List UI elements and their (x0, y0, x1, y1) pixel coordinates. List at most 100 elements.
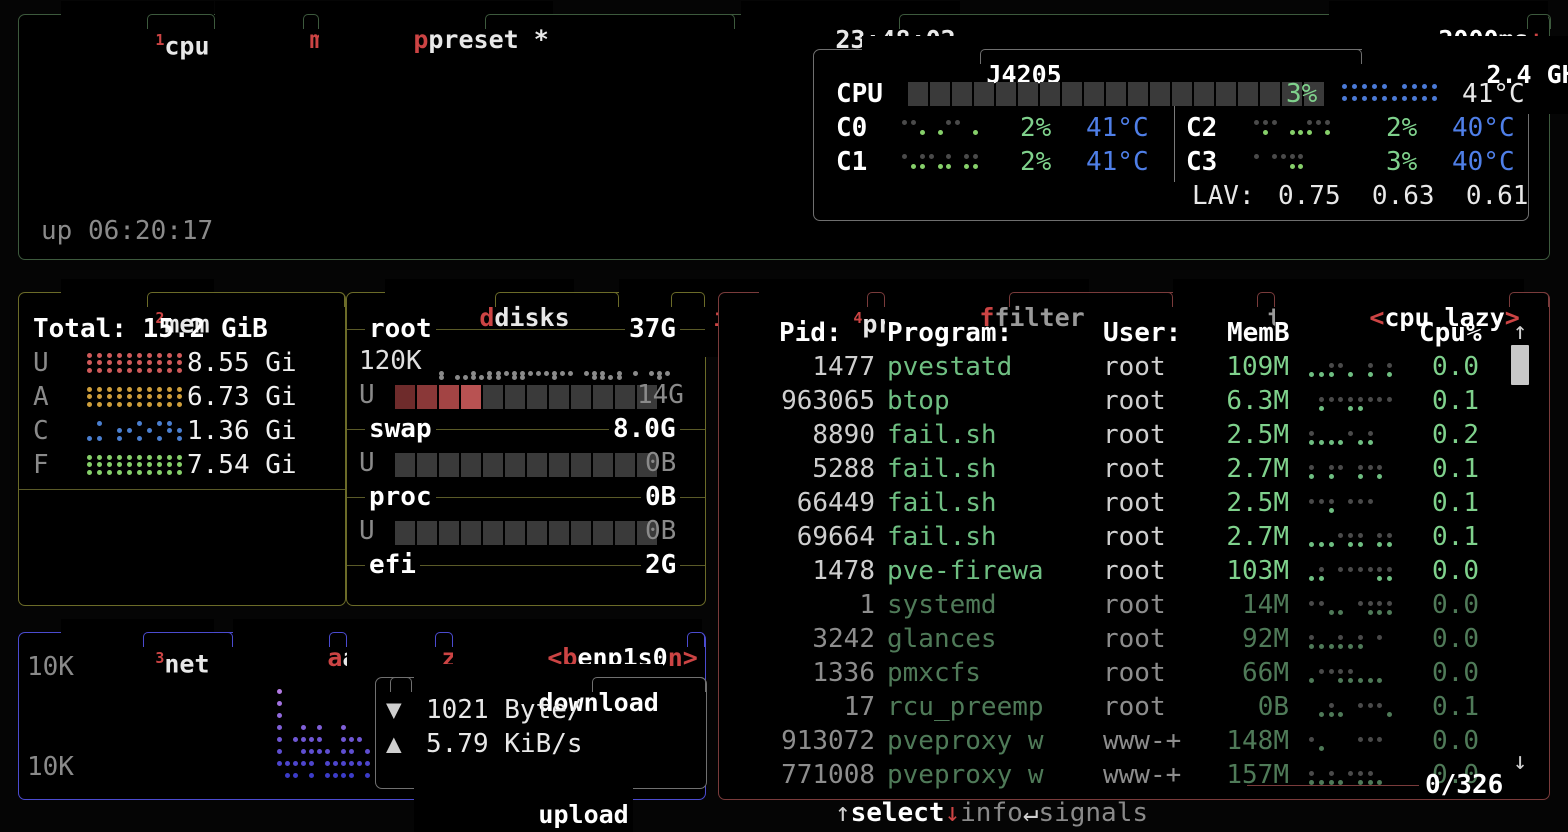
process-user[interactable]: root (1103, 386, 1166, 416)
process-memory[interactable]: 157M (1226, 760, 1289, 790)
process-cpu[interactable]: 0.1 (1432, 454, 1479, 484)
process-cpu[interactable]: 0.0 (1432, 658, 1479, 688)
process-pid[interactable]: 1 (859, 590, 875, 620)
process-cpu[interactable]: 0.0 (1432, 726, 1479, 756)
process-pid[interactable]: 963065 (781, 386, 875, 416)
net-iface-next-button[interactable]: n> (667, 643, 698, 672)
process-program[interactable]: btop (887, 386, 950, 416)
process-pid[interactable]: 8890 (812, 420, 875, 450)
process-user[interactable]: root (1103, 692, 1166, 722)
process-cpu[interactable]: 0.0 (1432, 760, 1479, 790)
process-program[interactable]: pve-firewa (887, 556, 1044, 586)
scroll-down-icon[interactable]: ↓ (1513, 747, 1528, 775)
footer-info-label[interactable]: info (960, 798, 1023, 828)
process-pid[interactable]: 913072 (781, 726, 875, 756)
process-memory[interactable]: 2.5M (1226, 420, 1289, 450)
process-pid[interactable]: 66449 (796, 488, 875, 518)
uptime-label: up 06:20:17 (41, 216, 214, 246)
process-cpu[interactable]: 0.1 (1432, 522, 1479, 552)
sort-next-button[interactable]: > (1504, 303, 1520, 332)
process-cpu[interactable]: 0.0 (1432, 556, 1479, 586)
process-memory[interactable]: 2.5M (1226, 488, 1289, 518)
process-program[interactable]: glances (887, 624, 997, 654)
column-header-program[interactable]: Program: (887, 318, 1013, 348)
mem-divider (19, 489, 345, 490)
cpu-core-percent-3: 3% (1386, 147, 1418, 177)
process-program[interactable]: pveproxy w (887, 760, 1044, 790)
process-user[interactable]: root (1103, 556, 1166, 586)
process-pid[interactable]: 17 (843, 692, 875, 722)
footer-signals-label[interactable]: signals (1038, 798, 1149, 828)
footer-up-arrow-icon: ↑ (834, 798, 851, 828)
process-memory[interactable]: 148M (1226, 726, 1289, 756)
process-cpu[interactable]: 0.0 (1432, 352, 1479, 382)
disk-used-value-1: 0B (645, 448, 677, 478)
net-tab-stub-4 (687, 632, 705, 647)
net-box-title[interactable]: 3net (61, 619, 214, 704)
column-header-cpu[interactable]: Cpu% (1419, 318, 1482, 348)
process-cpu-graph (1309, 771, 1397, 789)
proc-count: 0/326 (1425, 770, 1504, 800)
process-program[interactable]: fail.sh (887, 522, 997, 552)
sort-prev-button[interactable]: < (1369, 303, 1385, 332)
process-pid[interactable]: 771008 (781, 760, 875, 790)
mem-row-key-2: C (33, 416, 49, 446)
cpu-box-title[interactable]: 1cpu (61, 1, 214, 86)
process-memory[interactable]: 2.7M (1226, 454, 1289, 484)
process-user[interactable]: root (1103, 420, 1166, 450)
process-user[interactable]: root (1103, 522, 1166, 552)
mem-box-title[interactable]: 2mem (61, 279, 214, 364)
process-user[interactable]: root (1103, 624, 1166, 654)
process-pid[interactable]: 69664 (796, 522, 875, 552)
process-memory[interactable]: 2.7M (1226, 522, 1289, 552)
process-user[interactable]: www-+ (1103, 726, 1182, 756)
process-program[interactable]: fail.sh (887, 420, 997, 450)
process-program[interactable]: fail.sh (887, 488, 997, 518)
process-pid[interactable]: 1477 (812, 352, 875, 382)
process-memory[interactable]: 92M (1242, 624, 1289, 654)
proc-sort-selector[interactable]: <cpu lazy> (1275, 279, 1524, 357)
process-program[interactable]: systemd (887, 590, 997, 620)
process-memory[interactable]: 14M (1242, 590, 1289, 620)
process-program[interactable]: pmxcfs (887, 658, 981, 688)
process-cpu[interactable]: 0.1 (1432, 488, 1479, 518)
process-pid[interactable]: 1336 (812, 658, 875, 688)
process-pid[interactable]: 1478 (812, 556, 875, 586)
process-memory[interactable]: 109M (1226, 352, 1289, 382)
proc-filter-button[interactable]: ffilter (885, 279, 1089, 357)
process-program[interactable]: rcu_preemp (887, 692, 1044, 722)
process-memory[interactable]: 66M (1242, 658, 1289, 688)
process-memory[interactable]: 103M (1226, 556, 1289, 586)
process-cpu[interactable]: 0.2 (1432, 420, 1479, 450)
mem-row-value-1: 6.73 Gi (187, 382, 297, 412)
column-header-memb[interactable]: MemB (1227, 318, 1290, 348)
process-memory[interactable]: 0B (1257, 692, 1289, 722)
process-program[interactable]: pveproxy w (887, 726, 1044, 756)
cpu-core-label-1: C1 (836, 147, 868, 177)
process-user[interactable]: root (1103, 488, 1166, 518)
net-box: 3net aauto zzero <benp1s0n> 10K 10K down… (18, 619, 707, 832)
process-user[interactable]: root (1103, 658, 1166, 688)
process-program[interactable]: pvestatd (887, 352, 1013, 382)
column-header-user[interactable]: User: (1103, 318, 1182, 348)
process-user[interactable]: www-+ (1103, 760, 1182, 790)
process-pid[interactable]: 5288 (812, 454, 875, 484)
process-cpu[interactable]: 0.0 (1432, 624, 1479, 654)
scrollbar-thumb[interactable] (1511, 345, 1529, 385)
process-program[interactable]: fail.sh (887, 454, 997, 484)
proc-tab-stub-4 (1509, 292, 1549, 307)
process-user[interactable]: root (1103, 352, 1166, 382)
process-pid[interactable]: 3242 (812, 624, 875, 654)
cpu-preset-button[interactable]: ppreset * (319, 1, 553, 79)
process-user[interactable]: root (1103, 590, 1166, 620)
process-cpu-graph (1309, 499, 1397, 517)
process-cpu[interactable]: 0.1 (1432, 386, 1479, 416)
footer-select-label[interactable]: select (850, 798, 945, 828)
process-user[interactable]: root (1103, 454, 1166, 484)
process-memory[interactable]: 6.3M (1226, 386, 1289, 416)
scroll-up-icon[interactable]: ↑ (1513, 317, 1528, 345)
process-cpu[interactable]: 0.0 (1432, 590, 1479, 620)
column-header-pid[interactable]: Pid: (779, 318, 842, 348)
process-cpu[interactable]: 0.1 (1432, 692, 1479, 722)
cpu-total-percent: 3% (1286, 79, 1318, 109)
